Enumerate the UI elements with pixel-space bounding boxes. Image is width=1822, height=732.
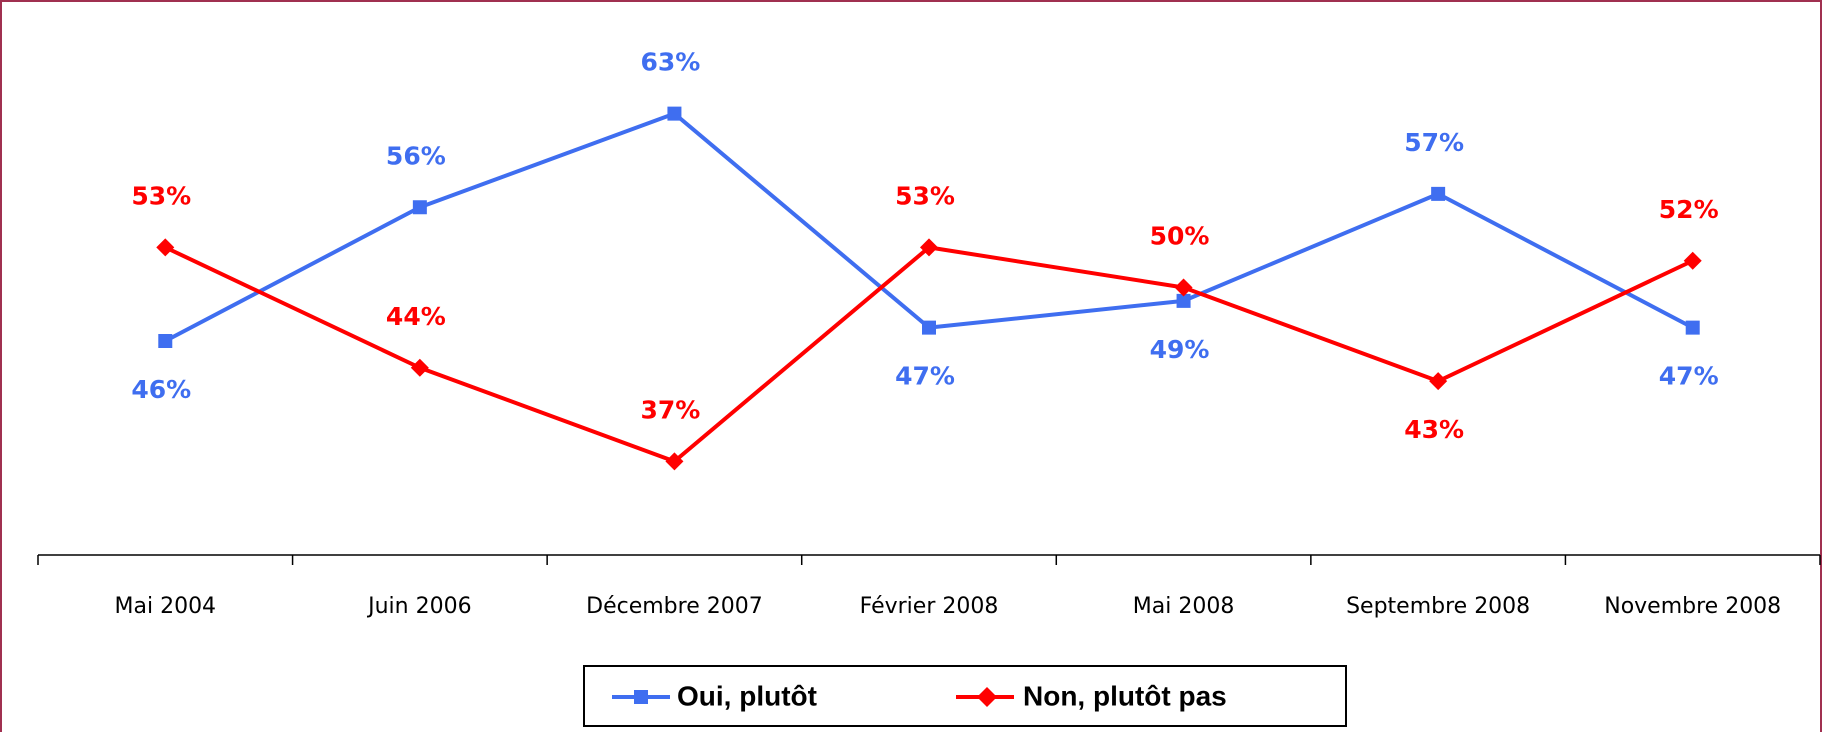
data-point	[1683, 251, 1702, 270]
x-tick-label: Juin 2006	[366, 594, 471, 619]
data-label: 57%	[1404, 128, 1464, 157]
legend-label: Oui, plutôt	[677, 680, 817, 711]
data-point	[1685, 320, 1700, 335]
data-label: 44%	[386, 302, 446, 331]
data-label: 63%	[641, 48, 701, 77]
data-point	[412, 200, 427, 215]
data-point	[410, 358, 429, 377]
data-point	[922, 320, 936, 335]
x-tick-label: Septembre 2008	[1346, 594, 1530, 619]
data-label: 53%	[131, 181, 191, 210]
x-tick-label: Décembre 2007	[586, 594, 763, 619]
data-label: 37%	[641, 395, 701, 424]
data-point	[156, 238, 175, 257]
data-label: 47%	[1659, 362, 1719, 391]
legend-label: Non, plutôt pas	[1023, 680, 1227, 711]
data-label: 50%	[1150, 222, 1210, 251]
legend-marker	[634, 690, 648, 704]
x-tick-label: Mai 2008	[1133, 594, 1235, 619]
data-label: 43%	[1404, 415, 1464, 444]
x-tick-label: Mai 2004	[115, 594, 217, 619]
x-tick-label: Février 2008	[860, 594, 999, 619]
x-tick-label: Novembre 2008	[1604, 594, 1781, 619]
data-point	[920, 238, 938, 257]
data-point	[1431, 186, 1446, 201]
data-point	[1429, 372, 1448, 391]
data-point	[665, 452, 684, 471]
data-point	[1174, 278, 1193, 297]
data-point	[1176, 293, 1191, 308]
data-label: 56%	[386, 141, 446, 170]
data-label: 46%	[131, 375, 191, 404]
data-point	[158, 334, 173, 348]
data-label: 47%	[895, 362, 955, 391]
data-label: 53%	[895, 181, 955, 210]
data-label: 49%	[1150, 335, 1210, 364]
data-point	[667, 106, 682, 121]
legend-marker	[977, 687, 997, 707]
data-label: 52%	[1659, 195, 1719, 224]
